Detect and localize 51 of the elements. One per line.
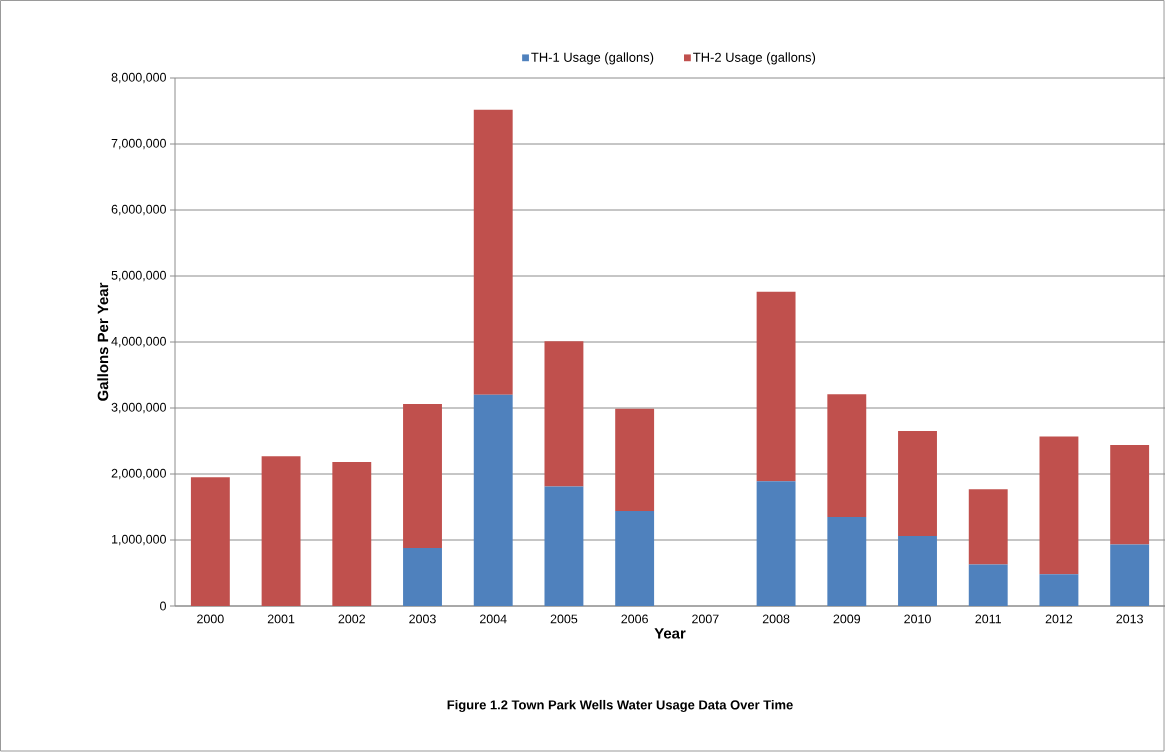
bar — [756, 292, 796, 482]
x-tick-label: 2001 — [267, 614, 295, 624]
bar — [827, 394, 867, 518]
bar — [615, 408, 655, 512]
bar — [403, 548, 442, 607]
x-tick-label: 2009 — [833, 614, 861, 624]
bar — [898, 536, 937, 607]
x-tick-label: 2011 — [975, 614, 1001, 624]
x-tick-label: 2005 — [550, 614, 578, 624]
bar — [827, 517, 867, 607]
bar — [1039, 436, 1079, 575]
y-tick-label: 0 — [160, 601, 166, 611]
bar — [968, 489, 1008, 565]
x-tick-label: 2002 — [338, 614, 366, 624]
bar — [756, 481, 796, 607]
x-tick-label: 2006 — [621, 614, 648, 624]
bar — [403, 404, 442, 549]
x-tick-label: 2000 — [197, 614, 224, 624]
x-tick-label: 2010 — [904, 614, 931, 624]
x-tick-label: 2003 — [409, 614, 436, 624]
y-tick-label: 8,000,000 — [111, 73, 166, 84]
x-tick-label: 2007 — [692, 614, 719, 624]
bar — [190, 477, 230, 607]
bar — [332, 462, 372, 607]
x-tick-label: 2013 — [1116, 614, 1143, 624]
x-tick-label: 2012 — [1045, 614, 1073, 624]
bar — [968, 564, 1008, 607]
bar — [615, 511, 655, 607]
x-tick-label: 2008 — [762, 614, 790, 624]
x-axis-title: Year — [654, 628, 686, 639]
y-tick-label: 1,000,000 — [112, 535, 166, 546]
text: Figure 1.2 Town Park Wells Water Usage Data Over Time — [447, 700, 793, 713]
bar — [473, 109, 513, 396]
bar — [261, 456, 301, 607]
x-tick-label: 2004 — [479, 614, 507, 624]
bar — [473, 395, 513, 607]
legend-label: TH-2 Usage (gallons) — [693, 52, 816, 65]
y-tick-label: 3,000,000 — [111, 403, 166, 414]
bar — [1110, 544, 1150, 607]
bar — [544, 486, 584, 607]
y-tick-label: 4,000,000 — [111, 337, 166, 348]
bar — [1110, 445, 1150, 545]
y-tick-label: 6,000,000 — [111, 205, 166, 216]
y-tick-label: 5,000,000 — [111, 271, 166, 282]
bar — [544, 341, 584, 487]
y-tick-label: 7,000,000 — [111, 139, 166, 150]
y-tick-label: 2,000,000 — [111, 469, 166, 480]
bar — [898, 431, 937, 537]
legend-label: TH-1 Usage (gallons) — [531, 52, 654, 65]
y-axis-title: Gallons Per Year — [97, 283, 109, 402]
bar — [1039, 574, 1079, 607]
